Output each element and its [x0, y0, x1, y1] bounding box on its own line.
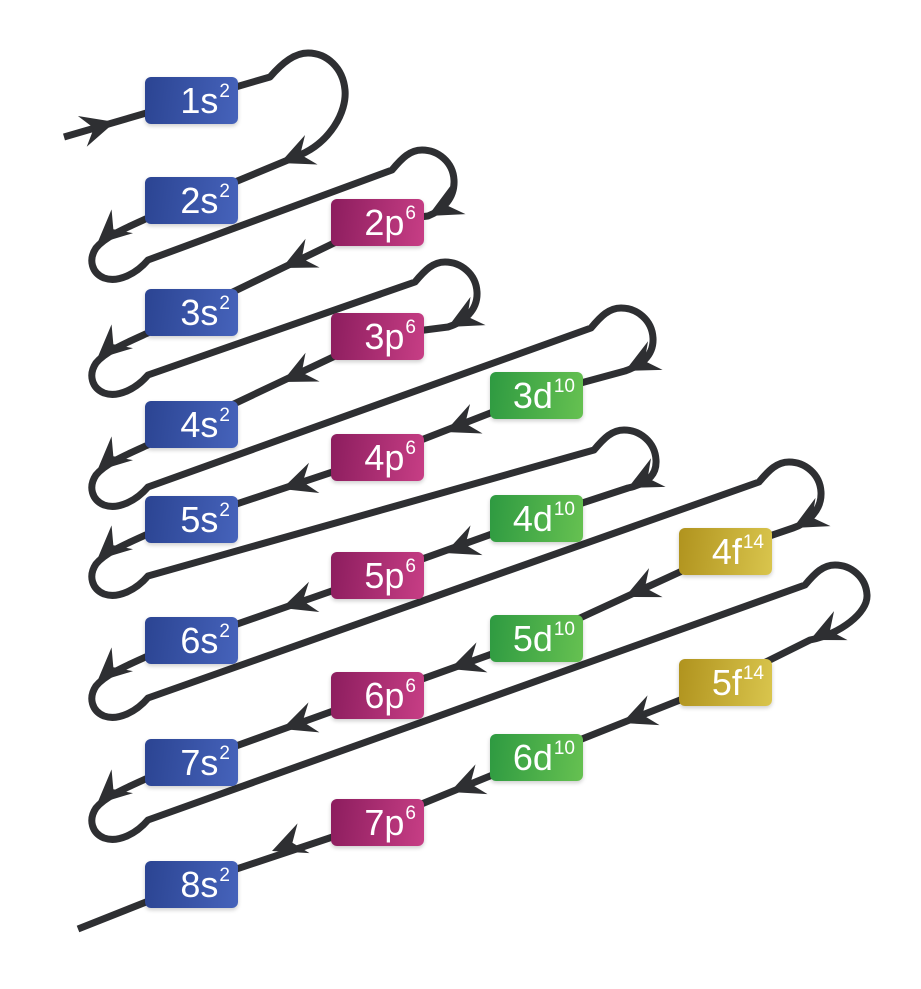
electron-count-superscript: 6 [405, 203, 416, 224]
orbital-box-6s: 6s 2 [145, 617, 238, 664]
electron-count-superscript: 2 [219, 621, 230, 642]
orbital-label: 8s [180, 863, 219, 905]
orbital-box-3p: 3p 6 [331, 313, 424, 360]
arrowhead-icon [618, 568, 663, 612]
orbital-label: 2p [364, 201, 405, 243]
orbital-box-5p: 5p 6 [331, 552, 424, 599]
arrowhead-icon [439, 525, 483, 568]
orbital-label: 7p [364, 801, 405, 843]
electron-count-superscript: 14 [742, 663, 764, 684]
arrowhead-icon [617, 341, 663, 386]
electron-count-superscript: 10 [553, 499, 575, 520]
electron-count-superscript: 10 [553, 376, 575, 397]
orbital-box-5f: 5f 14 [679, 659, 772, 706]
arrowhead-icon [77, 106, 120, 147]
orbital-box-6p: 6p 6 [331, 672, 424, 719]
orbital-label: 3s [180, 291, 219, 333]
orbital-box-4p: 4p 6 [331, 434, 424, 481]
electron-count-superscript: 2 [219, 405, 230, 426]
arrowhead-icon [616, 695, 660, 738]
electron-count-superscript: 6 [405, 438, 416, 459]
arrowhead-icon [803, 611, 848, 655]
electron-count-superscript: 2 [219, 81, 230, 102]
orbital-box-4s: 4s 2 [145, 401, 238, 448]
orbital-box-4d: 4d 10 [490, 495, 583, 542]
orbital-box-2p: 2p 6 [331, 199, 424, 246]
orbital-label: 5p [364, 554, 405, 596]
orbital-box-2s: 2s 2 [145, 177, 238, 224]
electron-count-superscript: 6 [405, 676, 416, 697]
orbital-label: 1s [180, 79, 219, 121]
orbital-box-6d: 6d 10 [490, 734, 583, 781]
electron-count-superscript: 2 [219, 865, 230, 886]
arrowhead-icon [420, 185, 466, 231]
orbital-label: 5s [180, 498, 219, 540]
electron-count-superscript: 10 [553, 738, 575, 759]
electron-count-superscript: 2 [219, 500, 230, 521]
electron-count-superscript: 10 [553, 619, 575, 640]
orbital-label: 4f [711, 530, 742, 572]
orbital-box-1s: 1s 2 [145, 77, 238, 124]
electron-count-superscript: 2 [219, 181, 230, 202]
arrowhead-icon [274, 352, 320, 397]
orbital-label: 5d [512, 617, 553, 659]
orbital-box-5s: 5s 2 [145, 496, 238, 543]
orbital-label: 4d [512, 497, 553, 539]
orbital-box-5d: 5d 10 [490, 615, 583, 662]
orbital-box-3d: 3d 10 [490, 372, 583, 419]
orbital-box-7p: 7p 6 [331, 799, 424, 846]
arrowhead-icon [273, 134, 318, 178]
arrowhead-icon [438, 403, 483, 447]
orbital-label: 6p [364, 674, 405, 716]
orbital-label: 7s [180, 741, 219, 783]
orbital-label: 4p [364, 436, 405, 478]
orbital-label: 4s [180, 403, 219, 445]
arrowhead-icon [274, 238, 320, 283]
arrowhead-icon [444, 764, 488, 807]
arrowhead-icon [444, 642, 488, 685]
arrowhead-icon [276, 581, 320, 624]
orbital-box-3s: 3s 2 [145, 289, 238, 336]
arrowhead-icon [276, 462, 320, 505]
orbital-label: 5f [711, 661, 742, 703]
electron-count-superscript: 14 [742, 532, 764, 553]
orbital-box-4f: 4f 14 [679, 528, 772, 575]
orbital-label: 6s [180, 619, 219, 661]
orbital-label: 3p [364, 315, 405, 357]
arrowhead-icon [785, 497, 831, 543]
electron-count-superscript: 6 [405, 803, 416, 824]
orbital-label: 3d [512, 374, 553, 416]
arrowhead-icon [276, 702, 320, 745]
orbital-label: 6d [512, 736, 553, 778]
orbital-label: 2s [180, 179, 219, 221]
orbital-box-7s: 7s 2 [145, 739, 238, 786]
electron-count-superscript: 2 [219, 293, 230, 314]
electron-count-superscript: 6 [405, 556, 416, 577]
orbital-box-8s: 8s 2 [145, 861, 238, 908]
electron-count-superscript: 2 [219, 743, 230, 764]
electron-count-superscript: 6 [405, 317, 416, 338]
